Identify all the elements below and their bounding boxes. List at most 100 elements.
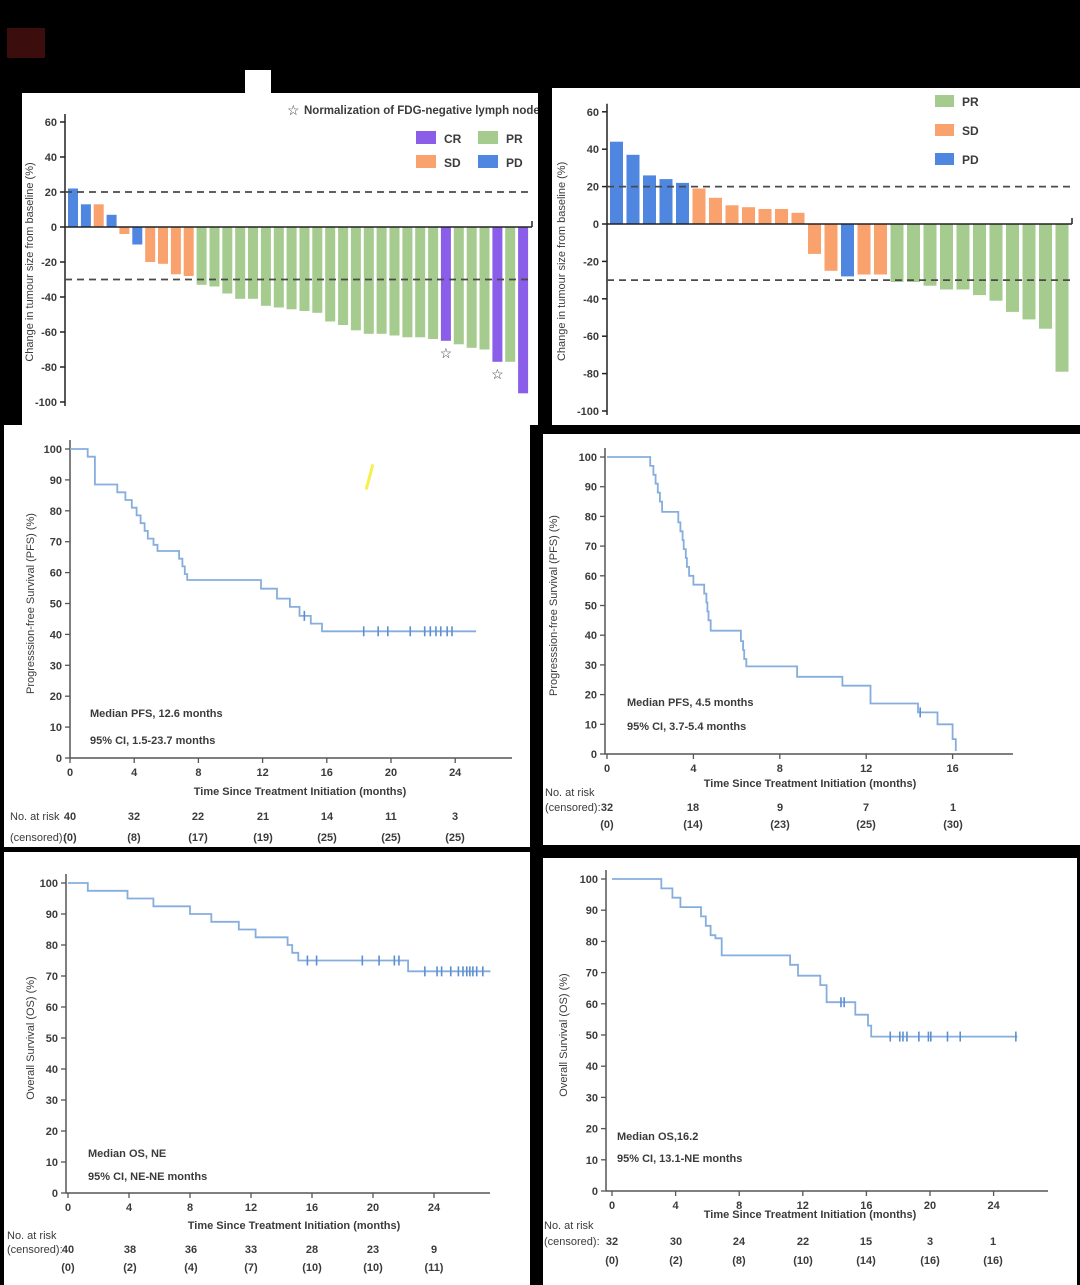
svg-text:No. at risk: No. at risk xyxy=(545,787,595,799)
svg-text:(7): (7) xyxy=(244,1262,258,1274)
svg-text:8: 8 xyxy=(187,1202,193,1214)
svg-text:(19): (19) xyxy=(253,832,273,844)
waterfall-chart-right: 60 40 20 0 -20 -40 -60 -80 -100 Change in tumour … xyxy=(556,95,1073,418)
svg-text:12: 12 xyxy=(860,763,872,775)
svg-text:(25): (25) xyxy=(856,819,876,831)
svg-text:(4): (4) xyxy=(184,1262,198,1274)
svg-text:(30): (30) xyxy=(943,819,963,831)
svg-text:No. at risk: No. at risk xyxy=(10,811,60,823)
svg-text:50: 50 xyxy=(50,599,62,611)
svg-text:40: 40 xyxy=(46,1064,58,1076)
svg-text:50: 50 xyxy=(586,1030,598,1042)
svg-text:20: 20 xyxy=(924,1200,936,1212)
svg-text:-80: -80 xyxy=(583,369,599,381)
svg-text:(censored):: (censored): xyxy=(544,1236,600,1248)
svg-text:70: 70 xyxy=(50,537,62,549)
svg-text:12: 12 xyxy=(797,1200,809,1212)
svg-text:33: 33 xyxy=(245,1244,257,1256)
svg-text:-80: -80 xyxy=(41,362,57,374)
svg-text:95% CI, 3.7-5.4 months: 95% CI, 3.7-5.4 months xyxy=(627,721,746,733)
svg-text:0: 0 xyxy=(51,222,57,234)
svg-text:20: 20 xyxy=(50,691,62,703)
svg-text:0: 0 xyxy=(609,1200,615,1212)
svg-text:80: 80 xyxy=(585,511,597,523)
svg-text:(censored):: (censored): xyxy=(7,1244,63,1256)
svg-text:☆: ☆ xyxy=(287,102,300,118)
svg-text:(16): (16) xyxy=(920,1255,940,1267)
svg-text:-20: -20 xyxy=(41,257,57,269)
svg-text:(censored):: (censored): xyxy=(10,832,66,844)
svg-text:50: 50 xyxy=(585,601,597,613)
svg-text:95% CI, NE-NE months: 95% CI, NE-NE months xyxy=(88,1171,207,1183)
svg-text:No. at risk: No. at risk xyxy=(7,1230,57,1242)
svg-text:0: 0 xyxy=(52,1188,58,1200)
svg-text:90: 90 xyxy=(585,482,597,494)
svg-text:(10): (10) xyxy=(302,1262,322,1274)
pfs-panel-left: 100 90 80 70 60 50 40 30 20 10 0 0 4 8 12 16 20 24 Median … xyxy=(4,425,530,847)
waterfall-panel-right: 60 40 20 0 -20 -40 -60 -80 -100 Change in tumour … xyxy=(552,88,1080,425)
svg-text:(25): (25) xyxy=(445,832,465,844)
svg-text:SD: SD xyxy=(962,124,979,138)
svg-text:18: 18 xyxy=(687,802,699,814)
svg-text:70: 70 xyxy=(586,968,598,980)
svg-text:100: 100 xyxy=(580,874,598,886)
svg-text:20: 20 xyxy=(585,690,597,702)
svg-text:(10): (10) xyxy=(363,1262,383,1274)
svg-text:PR: PR xyxy=(962,95,979,109)
svg-text:0: 0 xyxy=(593,219,599,231)
svg-text:30: 30 xyxy=(50,660,62,672)
svg-text:Progresssion-free Survival (PF: Progresssion-free Survival (PFS) (%) xyxy=(25,513,37,694)
svg-text:12: 12 xyxy=(256,767,268,779)
svg-text:0: 0 xyxy=(591,749,597,761)
svg-text:-100: -100 xyxy=(577,406,599,418)
svg-text:Progresssion-free Survival (PF: Progresssion-free Survival (PFS) (%) xyxy=(548,515,560,696)
svg-text:16: 16 xyxy=(321,767,333,779)
svg-text:36: 36 xyxy=(185,1244,197,1256)
svg-text:(2): (2) xyxy=(669,1255,683,1267)
svg-text:10: 10 xyxy=(50,722,62,734)
svg-text:50: 50 xyxy=(46,1033,58,1045)
svg-text:PR: PR xyxy=(506,132,523,146)
svg-text:-100: -100 xyxy=(35,397,57,409)
svg-text:8: 8 xyxy=(195,767,201,779)
scan-artifact-white-notch xyxy=(245,70,271,95)
svg-text:16: 16 xyxy=(306,1202,318,1214)
svg-text:38: 38 xyxy=(124,1244,136,1256)
svg-text:90: 90 xyxy=(50,475,62,487)
svg-text:100: 100 xyxy=(44,444,62,456)
svg-text:22: 22 xyxy=(192,811,204,823)
svg-text:20: 20 xyxy=(385,767,397,779)
svg-text:0: 0 xyxy=(592,1186,598,1198)
svg-text:4: 4 xyxy=(126,1202,133,1214)
svg-text:0: 0 xyxy=(56,753,62,765)
pfs-panel-right: 100 90 80 70 60 50 40 30 20 10 0 0 4 8 12 16 Median PFS,… xyxy=(543,434,1080,845)
svg-text:90: 90 xyxy=(586,905,598,917)
svg-text:100: 100 xyxy=(579,452,597,464)
svg-text:32: 32 xyxy=(128,811,140,823)
svg-text:(0): (0) xyxy=(605,1255,619,1267)
svg-text:32: 32 xyxy=(606,1236,618,1248)
svg-text:(0): (0) xyxy=(600,819,614,831)
svg-text:30: 30 xyxy=(670,1236,682,1248)
svg-text:24: 24 xyxy=(428,1202,441,1214)
svg-text:☆: ☆ xyxy=(440,345,453,361)
svg-text:30: 30 xyxy=(585,660,597,672)
svg-text:95% CI, 13.1-NE months: 95% CI, 13.1-NE months xyxy=(617,1153,742,1165)
svg-text:No. at risk: No. at risk xyxy=(544,1220,594,1232)
svg-text:60: 60 xyxy=(45,117,57,129)
svg-text:80: 80 xyxy=(46,940,58,952)
svg-text:4: 4 xyxy=(131,767,138,779)
svg-text:80: 80 xyxy=(586,936,598,948)
svg-text:60: 60 xyxy=(585,571,597,583)
svg-text:(25): (25) xyxy=(381,832,401,844)
svg-text:(2): (2) xyxy=(123,1262,137,1274)
svg-text:10: 10 xyxy=(586,1155,598,1167)
svg-text:Overall Survival (OS) (%): Overall Survival (OS) (%) xyxy=(25,976,37,1099)
svg-text:-60: -60 xyxy=(41,327,57,339)
svg-text:40: 40 xyxy=(45,152,57,164)
svg-text:24: 24 xyxy=(733,1236,746,1248)
svg-text:22: 22 xyxy=(797,1236,809,1248)
svg-text:12: 12 xyxy=(245,1202,257,1214)
svg-text:CR: CR xyxy=(444,132,462,146)
